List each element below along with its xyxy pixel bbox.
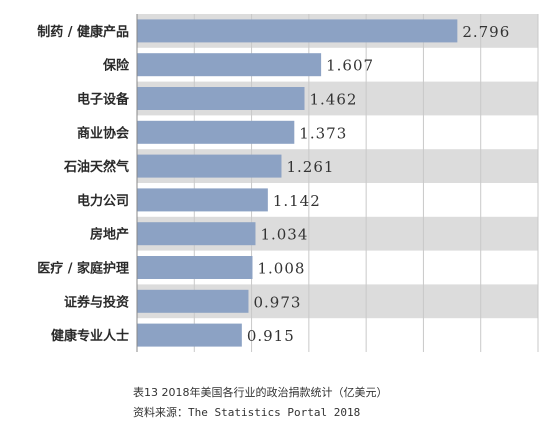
- value-label: 0.915: [247, 327, 295, 345]
- category-label: 电子设备: [77, 92, 130, 108]
- category-label: 石油天然气: [63, 159, 129, 175]
- category-label: 医疗 / 家庭护理: [37, 261, 129, 277]
- bar: [137, 87, 305, 110]
- value-label: 1.373: [299, 124, 347, 142]
- value-label: 1.034: [260, 226, 308, 244]
- chart-caption: 表13 2018年美国各行业的政治捐款统计（亿美元） 资料来源：The Stat…: [133, 383, 388, 423]
- value-label: 2.796: [462, 23, 510, 41]
- bar: [137, 188, 268, 212]
- bar: [137, 256, 253, 279]
- category-label: 房地产: [90, 227, 129, 243]
- category-label: 证券与投资: [64, 294, 129, 310]
- value-label: 0.973: [253, 293, 301, 311]
- value-label: 1.261: [286, 158, 334, 176]
- category-label: 健康专业人士: [51, 328, 129, 344]
- bar: [137, 222, 256, 246]
- bar: [137, 154, 282, 178]
- chart-caption-title: 表13 2018年美国各行业的政治捐款统计（亿美元）: [133, 386, 388, 399]
- value-label: 1.607: [326, 57, 374, 75]
- bar: [137, 289, 249, 313]
- value-label: 1.008: [257, 260, 305, 278]
- value-label: 1.462: [310, 91, 358, 109]
- bar: [137, 120, 295, 144]
- bar: [137, 53, 322, 77]
- category-label: 商业协会: [77, 125, 130, 141]
- category-label: 电力公司: [77, 193, 129, 209]
- category-label: 制药 / 健康产品: [37, 24, 129, 40]
- bar: [137, 19, 458, 43]
- bar: [137, 323, 242, 347]
- chart-source: 资料来源：The Statistics Portal 2018: [133, 406, 361, 419]
- bar-chart: 制药 / 健康产品 2.796 保险 1.607 电子设备 1.462 商业协会 1.373 石…: [37, 14, 539, 352]
- category-label: 保险: [102, 58, 130, 74]
- value-label: 1.142: [273, 192, 321, 210]
